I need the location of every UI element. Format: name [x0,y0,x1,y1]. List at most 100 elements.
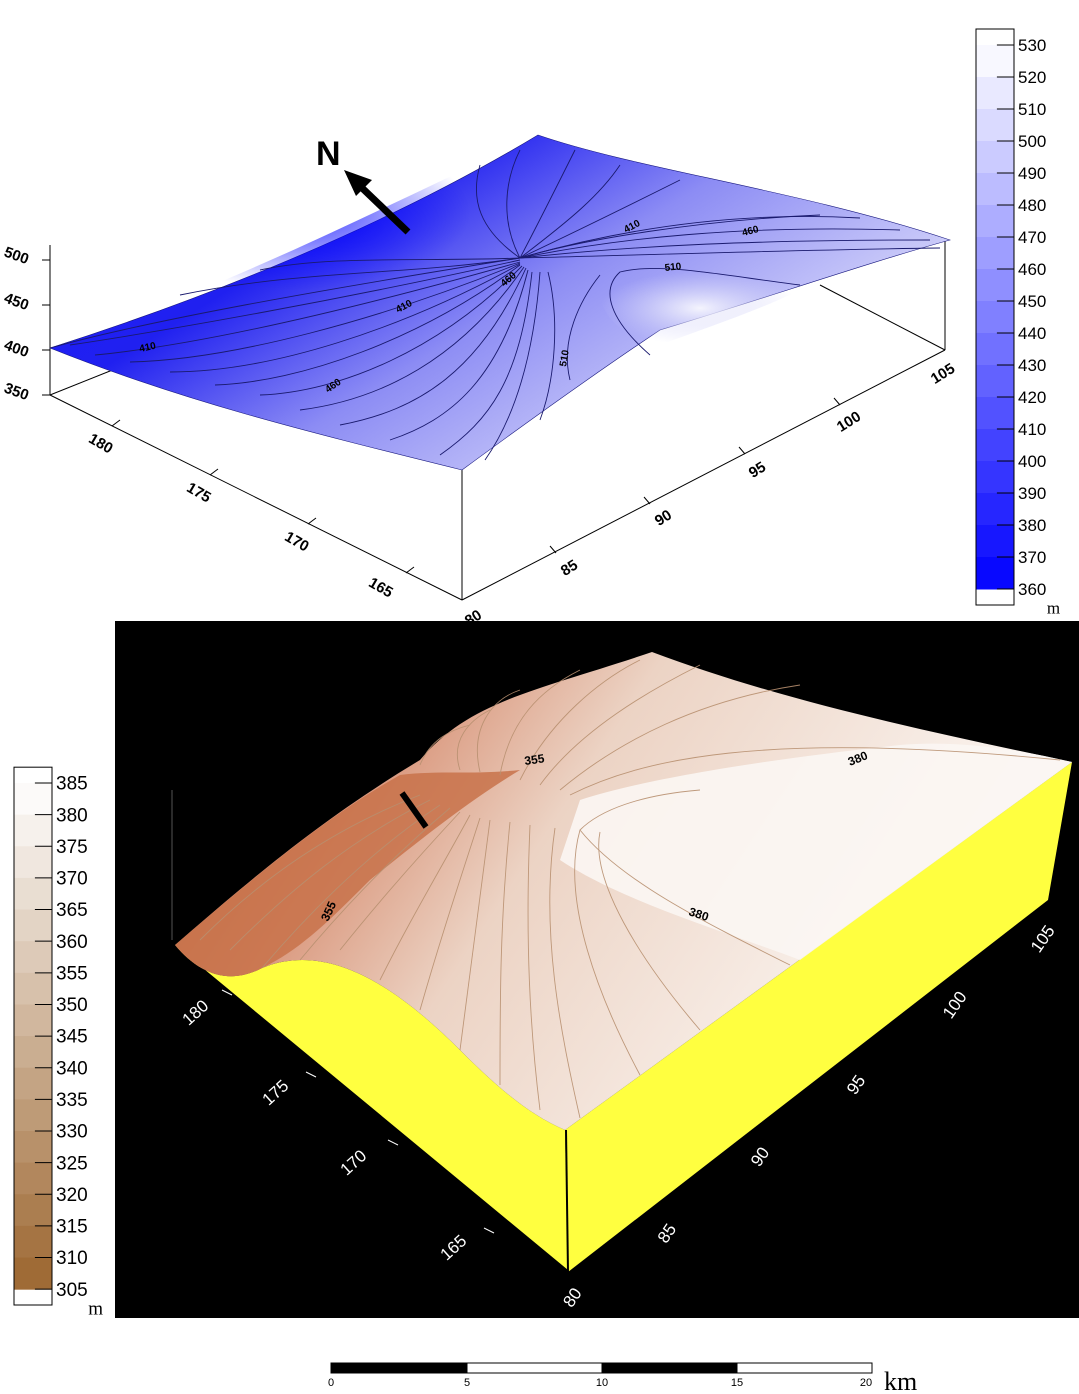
legend-swatch [976,141,1014,174]
legend-label: 375 [56,837,88,858]
fault-marker [399,791,429,829]
legend-swatch [976,205,1014,238]
top-z-tick: 500 [2,244,31,269]
legend-swatch [976,269,1014,302]
top-contour-label: 510 [558,349,572,368]
legend-unit: m [88,1299,103,1320]
legend-swatch [14,972,52,1005]
legend-swatch [976,397,1014,430]
bottom-contour-labels: 355 355 380 380 [318,748,870,924]
top-box-frame [49,240,946,601]
legend-swatch [976,301,1014,334]
legend-label: 360 [1018,580,1046,599]
top-x-tick: 170 [282,528,312,555]
bottom-legend: 385 380 375 370 365 360 355 350 345 340 335 330 325 3… [13,766,103,1320]
top-contours [49,149,941,461]
legend-label: 370 [1018,548,1046,567]
top-y-tick: 105 [928,360,958,388]
legend-label: 500 [1018,132,1046,151]
top-y-axis [549,397,841,554]
legend-label: 325 [56,1153,88,1174]
top-x-tick: 175 [184,479,214,506]
legend-label: 315 [56,1217,88,1238]
top-surface-bowl [200,135,539,290]
legend-label: 400 [1018,452,1046,471]
scale-tick: 10 [596,1377,608,1389]
bottom-contour-label: 355 [523,751,545,768]
legend-swatch [14,909,52,942]
top-contour-label: 410 [138,341,157,355]
legend-unit: m [1047,599,1060,618]
legend-label: 420 [1018,388,1046,407]
top-z-axis: 500 450 400 350 [2,244,50,405]
legend-swatch [14,1257,52,1290]
bottom-contour-label: 380 [687,905,711,925]
legend-label: 520 [1018,68,1046,87]
legend-swatch [14,783,52,816]
scale-tick: 15 [731,1377,743,1389]
legend-label: 365 [56,900,88,921]
legend-label: 380 [56,805,88,826]
legend-swatch [14,941,52,974]
legend-swatch [976,461,1014,494]
legend-swatch [976,173,1014,206]
legend-label: 440 [1018,324,1046,343]
north-arrow: N [316,135,411,235]
legend-label: 335 [56,1090,88,1111]
north-label: N [316,135,341,173]
top-z-tick: 350 [2,380,31,405]
legend-swatch [14,1194,52,1227]
legend-label: 320 [56,1185,88,1206]
legend-label: 345 [56,1027,88,1048]
legend-label: 330 [56,1122,88,1143]
legend-swatch [14,1067,52,1100]
legend-label: 430 [1018,356,1046,375]
legend-label: 490 [1018,164,1046,183]
top-z-tick: 450 [2,290,31,315]
legend-label: 380 [1018,516,1046,535]
legend-swatch [976,557,1014,590]
legend-label: 310 [56,1248,88,1269]
legend-swatch [976,77,1014,110]
legend-swatch [976,45,1014,78]
legend-swatch [14,846,52,879]
scale-tick: 5 [464,1377,470,1389]
legend-swatch [14,1099,52,1132]
legend-swatch [14,814,52,847]
legend-label: 370 [56,869,88,890]
legend-label: 340 [56,1058,88,1079]
legend-label: 450 [1018,292,1046,311]
bottom-map: 355 355 380 380 180 175 170 165 80 85 90… [13,621,1079,1320]
legend-label: 530 [1018,36,1046,55]
top-y-tick: 85 [558,557,581,580]
legend-label: 510 [1018,100,1046,119]
top-contour-label: 460 [741,224,760,239]
legend-swatch [976,429,1014,462]
legend-swatch [976,333,1014,366]
legend-label: 390 [1018,484,1046,503]
legend-swatch [976,525,1014,558]
legend-label: 470 [1018,228,1046,247]
legend-swatch [14,767,52,784]
scale-unit: km [884,1367,917,1394]
legend-label: 305 [56,1280,88,1301]
legend-label: 350 [56,995,88,1016]
legend-swatch [14,877,52,911]
legend-swatch [976,109,1014,142]
legend-label: 480 [1018,196,1046,215]
top-x-axis [111,419,415,574]
legend-swatch [976,29,1014,46]
top-y-tick: 95 [746,459,769,482]
legend-frame [13,766,53,1306]
legend-label: 460 [1018,260,1046,279]
top-y-tick: 90 [652,507,675,530]
legend-swatch [14,1131,52,1164]
legend-swatch [14,1004,52,1037]
top-z-tick: 400 [2,337,31,362]
legend-frame [975,28,1015,606]
top-surface-peak [600,271,800,345]
top-x-tick: 165 [366,574,396,601]
top-contour-label: 510 [664,261,682,274]
scale-tick: 0 [328,1377,334,1389]
